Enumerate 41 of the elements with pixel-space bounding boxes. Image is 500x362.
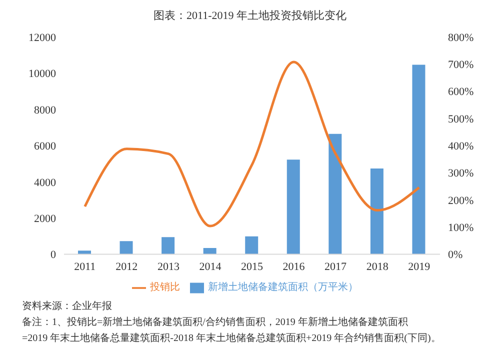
- x-tick-label: 2014: [199, 261, 222, 274]
- y2-tick-label: 700%: [448, 59, 474, 72]
- x-tick-label: 2011: [74, 261, 96, 274]
- y2-tick-label: 300%: [448, 168, 474, 180]
- y2-tick-label: 400%: [448, 140, 474, 153]
- y2-tick-label: 800%: [448, 32, 474, 44]
- y-tick-label: 8000: [34, 104, 56, 116]
- x-tick-label: 2019: [408, 261, 431, 274]
- y2-tick-label: 200%: [448, 194, 474, 207]
- y-tick-label: 12000: [28, 32, 56, 44]
- bar: [120, 241, 133, 254]
- bar: [162, 237, 175, 254]
- x-tick-label: 2012: [116, 261, 138, 274]
- y-tick-label: 0: [50, 249, 56, 262]
- text: 备注：1、投销比=新增土地储备建筑面积/合约销售面积，2019 年新增土地储备建筑面积: [22, 316, 409, 330]
- x-tick-label: 2017: [324, 261, 348, 274]
- y-tick-label: 10000: [28, 68, 56, 80]
- x-tick-label: 2018: [366, 261, 389, 274]
- bar: [412, 64, 426, 254]
- x-tick-label: 2013: [157, 261, 180, 274]
- text: =2019 年末土地储备总量建筑面积-2018 年末土地储备总建筑面积+2019 年合约销售面积(下同)。: [22, 332, 442, 346]
- bar: [78, 250, 91, 254]
- text: 资料来源：企业年报: [22, 300, 113, 314]
- y2-tick-label: 0%: [448, 249, 463, 262]
- y2-tick-label: 500%: [448, 113, 474, 126]
- legend-label: 新增土地储备建筑面积（万平米）: [208, 282, 358, 294]
- legend-label: 投销比: [150, 282, 180, 294]
- chart-title: 图表：2011-2019 年土地投资投销比变化: [152, 8, 348, 23]
- bar: [286, 160, 300, 254]
- y2-tick-label: 100%: [448, 222, 474, 234]
- bar: [328, 134, 342, 254]
- bar: [203, 248, 216, 254]
- line-series: [84, 60, 420, 228]
- y-tick-label: 6000: [34, 140, 56, 153]
- x-tick-label: 2016: [282, 261, 306, 274]
- bar: [370, 168, 384, 254]
- bar: [245, 236, 258, 254]
- y2-tick-label: 600%: [448, 86, 474, 98]
- y-tick-label: 4000: [34, 176, 56, 189]
- x-tick-label: 2015: [241, 261, 264, 274]
- y-tick-label: 2000: [34, 212, 56, 225]
